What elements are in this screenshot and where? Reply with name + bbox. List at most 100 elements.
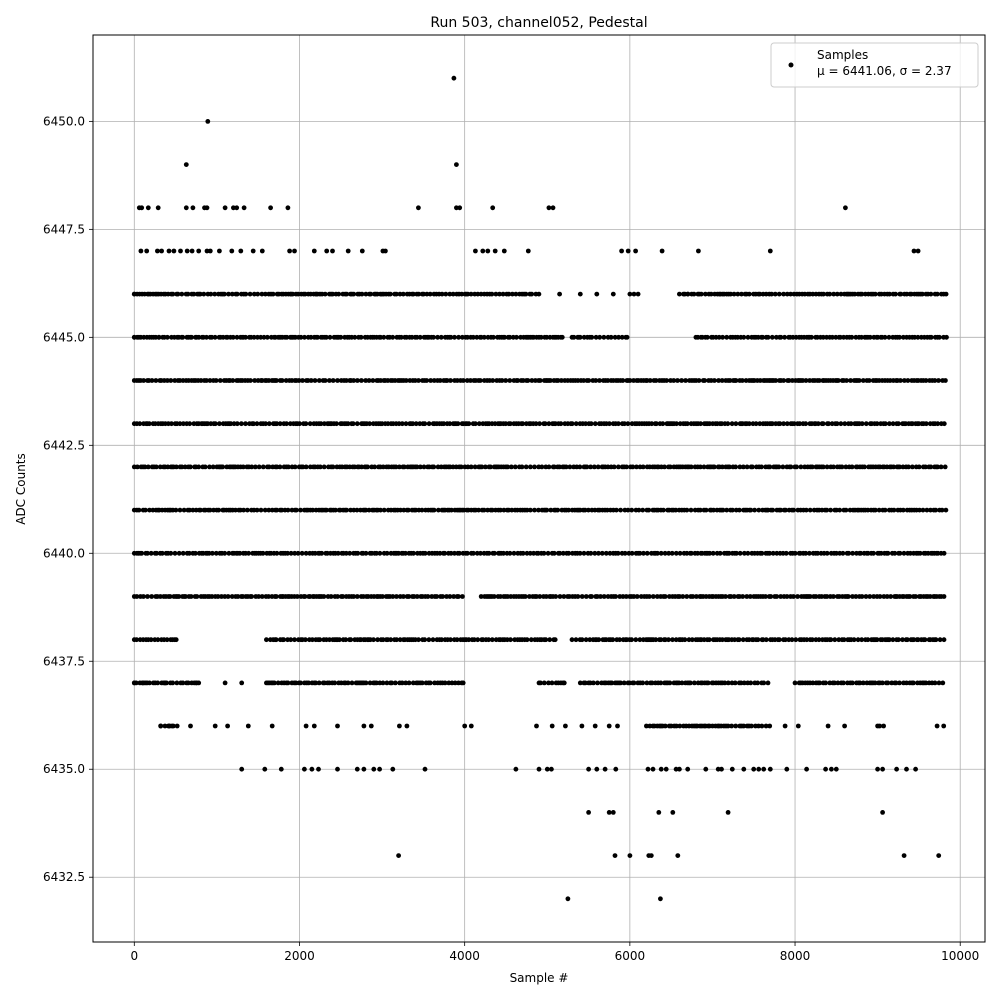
data-point xyxy=(511,550,517,556)
data-point xyxy=(629,550,635,556)
data-point xyxy=(497,291,502,297)
data-point xyxy=(330,248,335,254)
data-point xyxy=(610,810,616,815)
data-point xyxy=(763,594,768,599)
data-point xyxy=(605,378,611,383)
data-point xyxy=(440,594,445,599)
data-point xyxy=(737,464,743,470)
data-point xyxy=(759,550,765,556)
data-point xyxy=(607,550,613,556)
data-point xyxy=(501,550,506,556)
data-point xyxy=(184,248,190,254)
data-point xyxy=(842,723,847,729)
data-point xyxy=(424,291,430,297)
data-point xyxy=(882,334,888,340)
data-point xyxy=(596,550,601,556)
data-point xyxy=(804,766,809,772)
data-point xyxy=(154,550,160,556)
data-point xyxy=(361,723,367,729)
data-point xyxy=(421,291,426,297)
data-point xyxy=(655,550,660,556)
data-point xyxy=(609,680,615,686)
data-point xyxy=(222,291,227,297)
data-point xyxy=(506,291,512,297)
data-point xyxy=(809,637,815,643)
data-point xyxy=(173,637,179,643)
data-point xyxy=(220,464,226,470)
data-point xyxy=(215,594,221,599)
data-point xyxy=(905,378,911,383)
data-point xyxy=(278,766,284,772)
data-point xyxy=(451,594,457,599)
data-point xyxy=(403,680,409,686)
data-point xyxy=(691,291,697,297)
data-point xyxy=(343,378,349,383)
data-point xyxy=(664,378,669,383)
data-point xyxy=(546,421,552,427)
data-point xyxy=(725,421,731,427)
data-point xyxy=(397,637,403,643)
data-point xyxy=(807,550,812,556)
data-point xyxy=(393,464,399,470)
data-point xyxy=(748,507,754,513)
data-point xyxy=(765,334,771,340)
data-point xyxy=(634,464,639,470)
data-point xyxy=(522,594,528,599)
data-point xyxy=(475,291,481,297)
data-point xyxy=(186,550,192,556)
data-point xyxy=(608,334,614,340)
data-point xyxy=(196,248,202,254)
data-point xyxy=(698,464,703,470)
data-point xyxy=(698,291,704,297)
data-point xyxy=(396,853,401,858)
data-point xyxy=(436,507,441,513)
data-point xyxy=(143,507,148,513)
data-point xyxy=(753,421,759,427)
data-point xyxy=(449,507,454,513)
data-point xyxy=(809,334,814,340)
data-point xyxy=(834,291,840,297)
data-point xyxy=(613,594,618,599)
data-point xyxy=(443,291,449,297)
data-point xyxy=(235,594,241,599)
data-point xyxy=(731,291,737,297)
data-point xyxy=(545,550,551,556)
data-point xyxy=(249,594,255,599)
data-point xyxy=(890,421,896,427)
data-point xyxy=(537,594,543,599)
data-point xyxy=(193,550,198,556)
data-point xyxy=(880,680,885,686)
data-point xyxy=(549,723,555,729)
data-point xyxy=(541,550,547,556)
data-point xyxy=(583,594,589,599)
data-point xyxy=(303,723,309,729)
data-point xyxy=(815,421,821,427)
data-point xyxy=(896,421,901,427)
data-point xyxy=(290,291,296,297)
data-point xyxy=(533,421,539,427)
data-point xyxy=(243,421,248,427)
data-point xyxy=(834,550,839,556)
data-point xyxy=(149,378,155,383)
data-point xyxy=(368,723,374,729)
data-point xyxy=(767,464,773,470)
data-point xyxy=(155,637,161,643)
data-point xyxy=(588,550,594,556)
data-point xyxy=(471,637,477,643)
data-point xyxy=(563,723,568,729)
data-point xyxy=(807,507,813,513)
data-point xyxy=(148,637,154,643)
data-point xyxy=(783,637,788,643)
data-point xyxy=(483,464,488,470)
data-point xyxy=(631,680,637,686)
data-point xyxy=(381,334,387,340)
data-point xyxy=(230,378,236,383)
data-point xyxy=(303,637,308,643)
data-point xyxy=(645,766,651,772)
data-point xyxy=(749,723,754,729)
data-point xyxy=(183,205,189,211)
data-point xyxy=(640,680,646,686)
data-point xyxy=(834,421,840,427)
data-point xyxy=(414,594,420,599)
data-point xyxy=(270,291,276,297)
